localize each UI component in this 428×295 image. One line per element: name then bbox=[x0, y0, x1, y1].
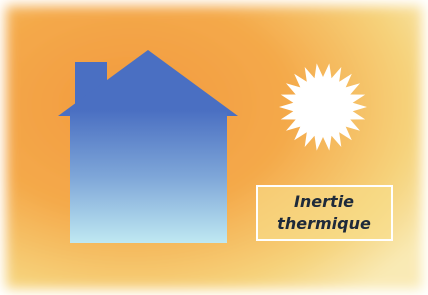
label-line: Inertie bbox=[294, 192, 354, 211]
label-line: thermique bbox=[277, 214, 371, 233]
house bbox=[58, 50, 238, 243]
illustration: Inertie thermique bbox=[0, 0, 428, 295]
